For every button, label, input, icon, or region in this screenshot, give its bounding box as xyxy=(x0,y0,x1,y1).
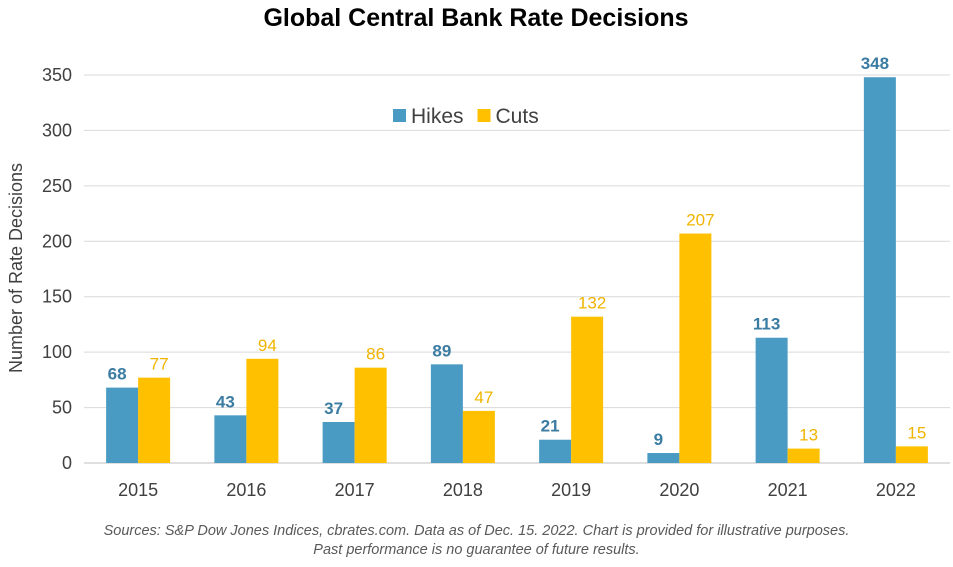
data-label-cuts-2015: 77 xyxy=(150,355,169,374)
data-label-cuts-2018: 47 xyxy=(474,388,493,407)
chart-title: Global Central Bank Rate Decisions xyxy=(263,4,688,32)
x-tick-label-2020: 2020 xyxy=(659,480,699,500)
data-label-hikes-2020: 9 xyxy=(654,430,663,449)
x-tick-label-2019: 2019 xyxy=(551,480,591,500)
y-tick-label: 200 xyxy=(42,231,72,251)
data-label-cuts-2021: 13 xyxy=(799,426,818,445)
legend: Hikes Cuts xyxy=(393,105,539,128)
data-labels: 68 77 43 94 37 86 89 47 21 132 9 207 113 13 348 15 xyxy=(108,54,927,449)
y-tick-label: 250 xyxy=(42,176,72,196)
y-tick-label: 350 xyxy=(42,65,72,85)
legend-swatch-hikes xyxy=(393,109,406,122)
data-label-cuts-2016: 94 xyxy=(258,336,277,355)
data-label-hikes-2018: 89 xyxy=(432,341,451,360)
y-tick-label: 50 xyxy=(52,398,72,418)
data-label-cuts-2017: 86 xyxy=(366,345,385,364)
x-tick-label-2017: 2017 xyxy=(335,480,375,500)
legend-label-cuts: Cuts xyxy=(496,105,539,128)
data-label-cuts-2019: 132 xyxy=(578,294,606,313)
y-tick-label: 100 xyxy=(42,342,72,362)
bar-cuts-2017 xyxy=(354,367,387,463)
y-tick-label: 150 xyxy=(42,287,72,307)
bar-hikes-2020 xyxy=(647,453,680,463)
data-label-hikes-2022: 348 xyxy=(861,54,889,73)
bar-hikes-2015 xyxy=(106,387,139,463)
footnote-disclaimer: Past performance is no guarantee of futu… xyxy=(313,542,640,558)
bar-hikes-2016 xyxy=(214,415,247,463)
bar-cuts-2022 xyxy=(895,446,928,463)
y-tick-label: 0 xyxy=(62,453,72,473)
gridlines xyxy=(84,74,950,464)
legend-swatch-cuts xyxy=(477,109,491,122)
bar-cuts-2018 xyxy=(462,410,495,463)
x-tick-label-2018: 2018 xyxy=(443,480,483,500)
data-label-cuts-2020: 207 xyxy=(686,211,714,230)
bar-cuts-2020 xyxy=(679,233,712,463)
bar-hikes-2019 xyxy=(539,439,572,463)
bar-hikes-2018 xyxy=(430,364,463,463)
bar-cuts-2015 xyxy=(138,377,171,463)
rate-decisions-chart: Global Central Bank Rate Decisions 0 50 10… xyxy=(6,4,950,500)
data-label-cuts-2022: 15 xyxy=(907,423,926,442)
footnote-sources: Sources: S&P Dow Jones Indices, cbrates.… xyxy=(103,523,850,539)
bar-cuts-2019 xyxy=(571,316,604,463)
data-label-hikes-2015: 68 xyxy=(108,365,127,384)
bar-hikes-2017 xyxy=(322,421,355,463)
x-tick-label-2022: 2022 xyxy=(876,480,916,500)
y-axis-label: Number of Rate Decisions xyxy=(6,163,26,373)
bars xyxy=(106,77,928,464)
x-tick-label-2015: 2015 xyxy=(118,480,158,500)
data-label-hikes-2021: 113 xyxy=(753,315,780,334)
bar-cuts-2016 xyxy=(246,358,279,463)
y-tick-label: 300 xyxy=(42,120,72,140)
bar-hikes-2022 xyxy=(863,77,896,464)
data-label-hikes-2017: 37 xyxy=(324,399,343,418)
bar-hikes-2021 xyxy=(755,337,788,463)
bar-cuts-2021 xyxy=(787,448,820,463)
data-label-hikes-2019: 21 xyxy=(541,417,560,436)
legend-label-hikes: Hikes xyxy=(411,105,464,128)
x-tick-label-2016: 2016 xyxy=(226,480,266,500)
data-label-hikes-2016: 43 xyxy=(216,392,235,411)
x-tick-label-2021: 2021 xyxy=(768,480,808,500)
x-axis-ticks: 2015 2016 2017 2018 2019 2020 2021 2022 xyxy=(118,480,916,500)
y-axis-ticks: 0 50 100 150 200 250 300 350 xyxy=(42,65,72,473)
